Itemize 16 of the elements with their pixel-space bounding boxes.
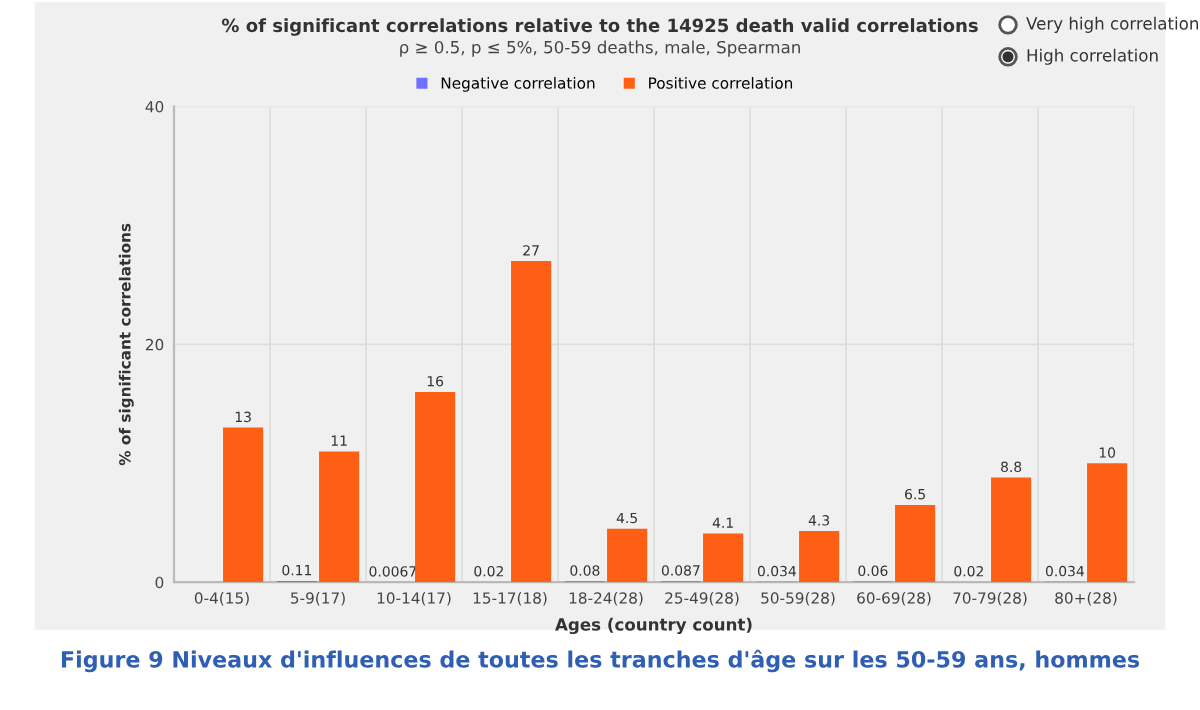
chart-subtitle: ρ ≥ 0.5, p ≤ 5%, 50-59 deaths, male, Spearman (400, 40, 800, 57)
bar (703, 533, 744, 583)
x-axis-title: Ages (country count) (555, 617, 752, 635)
chart-title: % of significant correlations relative to the 14925 death valid correlations (221, 18, 978, 36)
bar (607, 528, 648, 583)
text: Very high correlation (1026, 16, 1199, 33)
bar (895, 504, 936, 583)
caption: Figure 9 Niveaux d'influences de toutes les tranches d'âge sur les 50-59 ans, hommes (61, 649, 1140, 673)
bar (799, 531, 840, 583)
bar (991, 477, 1032, 583)
text: High correlation (1027, 48, 1158, 65)
bar (1087, 463, 1128, 583)
bar (319, 451, 360, 583)
bar (223, 427, 264, 583)
bar (415, 391, 456, 583)
bar (511, 261, 552, 583)
